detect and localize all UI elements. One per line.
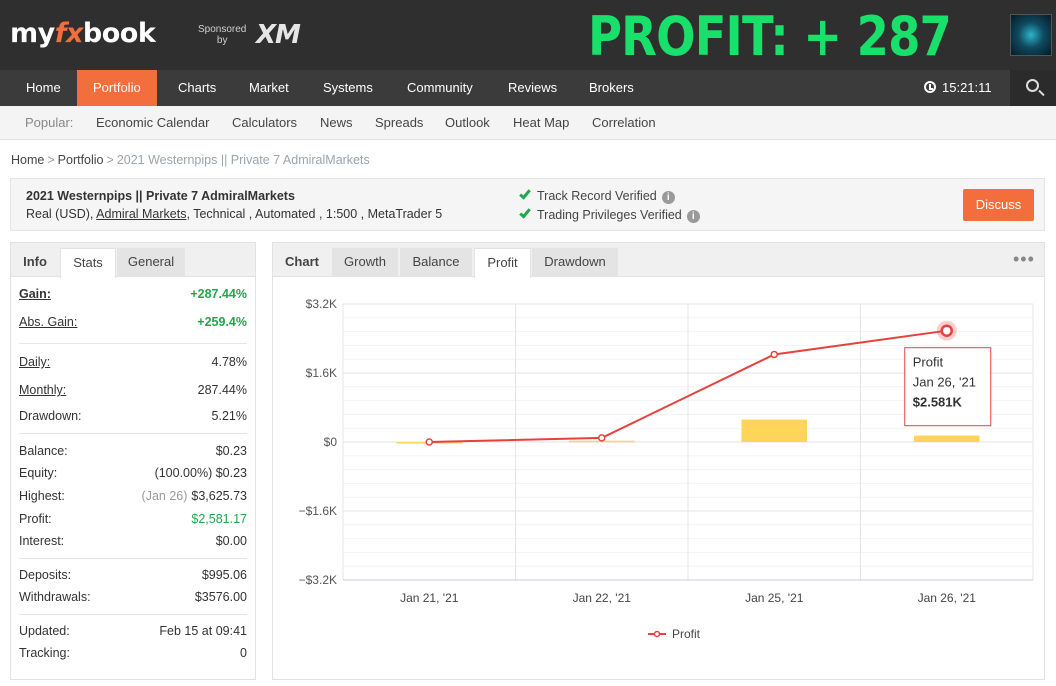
nav-item-systems[interactable]: Systems (323, 80, 373, 95)
more-options-icon[interactable]: ••• (1013, 249, 1035, 269)
stat-gain: Gain: +287.44% (19, 287, 247, 301)
clock-icon (924, 81, 936, 93)
tab-drawdown[interactable]: Drawdown (532, 248, 618, 277)
breadcrumb-home[interactable]: Home (11, 153, 45, 167)
chart-bar (913, 435, 980, 442)
chart-panel: Chart Growth Balance Profit Drawdown •••… (272, 242, 1045, 680)
chart-tabs: Chart Growth Balance Profit Drawdown ••• (273, 243, 1044, 278)
user-avatar[interactable] (1010, 14, 1052, 56)
subnav-correlation[interactable]: Correlation (592, 115, 656, 130)
broker-link[interactable]: Admiral Markets (96, 207, 187, 221)
nav-item-portfolio[interactable]: Portfolio (77, 70, 157, 106)
account-summary: 2021 Westernpips || Private 7 AdmiralMar… (10, 178, 1045, 231)
clock-time: 15:21:11 (942, 80, 992, 95)
tooltip-date: Jan 26, '21 (913, 375, 976, 390)
stat-monthly: Monthly: 287.44% (19, 383, 247, 397)
chart-bar (741, 419, 808, 442)
breadcrumb-current: 2021 Westernpips || Private 7 AdmiralMar… (116, 153, 370, 167)
checkmark-icon (519, 187, 531, 200)
profit-point (425, 438, 433, 446)
info-icon[interactable]: i (661, 191, 675, 204)
tooltip-value: $2.581K (913, 395, 963, 410)
sponsor-label: Sponsored by (198, 24, 247, 46)
main-nav: Home Portfolio Charts Market Systems Com… (0, 70, 1056, 106)
subnav-outlook[interactable]: Outlook (445, 115, 490, 130)
checkmark-icon (519, 206, 531, 219)
myfxbook-logo[interactable]: myfxbook (10, 18, 156, 49)
tab-growth[interactable]: Growth (332, 248, 398, 277)
profit-line (429, 329, 947, 443)
nav-item-market[interactable]: Market (249, 80, 289, 95)
stats-panel: Info Stats General Gain: +287.44% Abs. Ga… (10, 242, 256, 680)
stats-tabs: Info Stats General (11, 243, 255, 278)
stat-daily: Daily: 4.78% (19, 355, 247, 369)
stat-balance: Balance: $0.23 (19, 444, 247, 458)
subnav-calculators[interactable]: Calculators (232, 115, 298, 130)
stat-updated: Updated: Feb 15 at 09:41 (19, 624, 247, 638)
popular-subnav: Popular: Economic Calendar Calculators N… (0, 106, 1056, 140)
tab-profit[interactable]: Profit (474, 248, 531, 278)
profit-point (940, 324, 953, 337)
nav-item-brokers[interactable]: Brokers (589, 80, 634, 95)
stat-drawdown: Drawdown: 5.21% (19, 409, 247, 423)
y-tick-label: −$3.2K (299, 573, 337, 587)
x-tick-label: Jan 26, '21 (918, 591, 977, 605)
stat-deposits: Deposits: $995.06 (19, 568, 247, 582)
stat-withdrawals: Withdrawals: $3576.00 (19, 590, 247, 604)
stat-highest: Highest: (Jan 26) $3,625.73 (19, 489, 247, 503)
legend-label: Profit (672, 627, 701, 641)
track-record-verified: Track Record Verified i (519, 187, 675, 204)
profit-point (770, 350, 778, 359)
stat-abs-gain: Abs. Gain: +259.4% (19, 315, 247, 329)
y-tick-label: $1.6K (306, 366, 337, 380)
nav-item-charts[interactable]: Charts (178, 80, 217, 95)
x-tick-label: Jan 21, '21 (400, 591, 459, 605)
chart-tabs-label: Chart (285, 254, 319, 269)
subnav-economic-calendar[interactable]: Economic Calendar (96, 115, 210, 130)
subnav-heat-map[interactable]: Heat Map (513, 115, 570, 130)
breadcrumb: Home > Portfolio >2021 Westernpips || Priva… (11, 153, 370, 167)
x-tick-label: Jan 22, '21 (573, 591, 632, 605)
stat-equity: Equity: (100.00%) $0.23 (19, 466, 247, 480)
account-details: Real (USD), Admiral Markets, Technical ,… (26, 207, 443, 221)
search-button[interactable] (1010, 70, 1056, 106)
y-tick-label: $0 (324, 435, 338, 449)
tab-info[interactable]: Info (23, 254, 47, 269)
trading-privileges-verified: Trading Privileges Verified i (519, 206, 700, 223)
nav-item-reviews[interactable]: Reviews (508, 80, 558, 95)
account-title: 2021 Westernpips || Private 7 AdmiralMar… (26, 189, 295, 203)
tab-balance[interactable]: Balance (400, 248, 472, 277)
tab-stats[interactable]: Stats (60, 248, 116, 278)
popular-label: Popular: (25, 115, 74, 130)
stat-interest: Interest: $0.00 (19, 534, 247, 548)
tooltip-box (904, 347, 992, 427)
breadcrumb-portfolio[interactable]: Portfolio (57, 153, 104, 167)
nav-item-community[interactable]: Community (407, 80, 473, 95)
tooltip-series: Profit (913, 355, 944, 370)
y-tick-label: $3.2K (306, 297, 337, 311)
info-icon[interactable]: i (686, 210, 700, 223)
xm-sponsor-logo[interactable]: XM (256, 20, 301, 50)
discuss-button[interactable]: Discuss (963, 189, 1034, 221)
nav-item-home[interactable]: Home (26, 80, 61, 95)
y-tick-label: −$1.6K (299, 504, 337, 518)
subnav-news[interactable]: News (320, 115, 353, 130)
stat-tracking: Tracking: 0 (19, 646, 247, 660)
profit-point (598, 434, 606, 442)
server-clock: 15:21:11 (924, 70, 992, 106)
stat-profit: Profit: $2,581.17 (19, 512, 247, 526)
profit-chart: $3.2K $1.6K $0 −$1.6K −$3.2K Jan 21, '21 Jan 2… (299, 297, 1034, 641)
search-icon (1026, 79, 1039, 92)
legend-marker (653, 630, 661, 638)
subnav-spreads[interactable]: Spreads (375, 115, 424, 130)
x-tick-label: Jan 25, '21 (745, 591, 804, 605)
tab-general[interactable]: General (117, 248, 185, 277)
